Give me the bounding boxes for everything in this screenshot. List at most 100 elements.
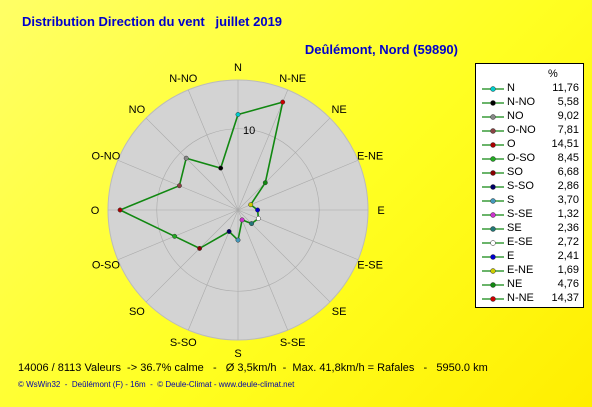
legend-swatch-marker [490, 282, 496, 288]
legend-item: S-SE 1,32 [476, 208, 583, 222]
legend-item: NO 9,02 [476, 110, 583, 124]
legend-item: E-SE 2,72 [476, 236, 583, 250]
legend-item: N-NE 14,37 [476, 292, 583, 306]
legend-item-value: 11,76 [552, 82, 579, 94]
legend-swatch-marker [490, 296, 496, 302]
legend-item: O 14,51 [476, 138, 583, 152]
legend-item: S 3,70 [476, 194, 583, 208]
legend-swatch [482, 114, 504, 120]
legend: % N 11,76 N-NO 5,58 NO 9,02 O-NO 7,81 O 14,51 O-SO… [475, 63, 584, 308]
legend-item-label: S-SO [507, 180, 534, 192]
legend-swatch [482, 142, 504, 148]
legend-item-value: 2,86 [557, 180, 579, 192]
point-n-ne [280, 99, 286, 105]
direction-label-n: N [234, 62, 242, 74]
legend-item: SE 2,36 [476, 222, 583, 236]
legend-item: S-SO 2,86 [476, 180, 583, 194]
direction-label-s-se: S-SE [280, 337, 306, 349]
direction-label-ne: NE [331, 104, 346, 116]
point-o [117, 207, 123, 213]
legend-item-label: S [507, 194, 515, 206]
legend-swatch-marker [490, 86, 496, 92]
spoke-n-no [187, 89, 239, 211]
direction-label-e-se: E-SE [357, 260, 383, 272]
direction-label-so: SO [129, 306, 145, 318]
legend-item-value: 7,81 [557, 124, 579, 136]
direction-label-e-ne: E-NE [357, 150, 383, 162]
legend-item-value: 2,36 [557, 222, 579, 234]
point-o-so [172, 233, 178, 239]
legend-swatch [482, 184, 504, 190]
legend-item-label: SE [507, 222, 522, 234]
legend-item-label: E [507, 250, 515, 262]
legend-item-label: O-NO [507, 124, 536, 136]
direction-label-s-so: S-SO [170, 337, 197, 349]
direction-label-no: NO [129, 104, 146, 116]
legend-item-value: 9,02 [557, 110, 579, 122]
legend-item-label: O [507, 138, 516, 150]
legend-swatch-marker [490, 128, 496, 134]
ring-label: 10 [243, 125, 255, 137]
legend-swatch-marker [490, 240, 496, 246]
legend-item: O-SO 8,45 [476, 152, 583, 166]
legend-item: N-NO 5,58 [476, 96, 583, 110]
legend-swatch-marker [490, 212, 496, 218]
spoke-o-so [117, 209, 239, 261]
legend-item-label: SO [507, 166, 523, 178]
chart-subtitle: Deûlémont, Nord (59890) [304, 42, 458, 57]
legend-item-value: 2,72 [557, 236, 579, 248]
spoke-ne [237, 117, 331, 211]
direction-label-o-no: O-NO [92, 150, 121, 162]
legend-item-label: NE [507, 278, 523, 290]
legend-item-label: N-NE [507, 292, 534, 304]
legend-swatch [482, 254, 504, 260]
legend-item: SO 6,68 [476, 166, 583, 180]
legend-swatch-marker [490, 226, 496, 232]
point-e [255, 207, 261, 213]
point-e-ne [248, 202, 254, 208]
direction-label-n-no: N-NO [169, 73, 198, 85]
point-se [249, 221, 255, 227]
direction-label-se: SE [332, 306, 347, 318]
legend-swatch [482, 170, 504, 176]
point-e-se [255, 216, 261, 221]
legend-swatch [482, 156, 504, 162]
spoke-e-ne [237, 159, 359, 211]
legend-swatch [482, 268, 504, 274]
legend-item: O-NO 7,81 [476, 124, 583, 138]
direction-label-n-ne: N-NE [279, 73, 306, 85]
point-n [235, 112, 241, 117]
legend-swatch-marker [490, 268, 496, 274]
legend-swatch [482, 128, 504, 134]
point-ne [262, 180, 268, 186]
spoke-no [145, 117, 239, 211]
legend-item-label: N-NO [507, 96, 536, 108]
legend-swatch [482, 240, 504, 246]
direction-label-o: O [91, 205, 100, 217]
spoke-n-ne [237, 89, 289, 211]
legend-item-value: 2,41 [557, 250, 579, 262]
legend-item-label: N [507, 82, 515, 94]
legend-item-label: NO [507, 110, 524, 122]
spoke-s-se [237, 209, 289, 331]
direction-label-s: S [234, 348, 241, 360]
legend-item-value: 1,32 [557, 208, 579, 220]
legend-item: E 2,41 [476, 250, 583, 264]
legend-item-value: 5,58 [557, 96, 579, 108]
legend-item: NE 4,76 [476, 278, 583, 292]
footer-credits: © WsWin32 - Deûlémont (F) - 16m - © Deul… [18, 380, 295, 389]
direction-label-o-so: O-SO [92, 260, 121, 272]
legend-item-value: 14,37 [551, 292, 579, 304]
legend-item-value: 1,69 [557, 264, 579, 276]
legend-swatch [482, 226, 504, 232]
legend-swatch-marker [490, 100, 496, 106]
legend-swatch-marker [490, 114, 496, 120]
legend-item: E-NE 1,69 [476, 264, 583, 278]
legend-swatch [482, 212, 504, 218]
legend-swatch-marker [490, 184, 496, 190]
legend-item-label: O-SO [507, 152, 536, 164]
point-s-so [226, 229, 232, 234]
legend-item-label: E-SE [507, 236, 533, 248]
spoke-so [145, 209, 239, 303]
legend-item-value: 4,76 [557, 278, 579, 290]
